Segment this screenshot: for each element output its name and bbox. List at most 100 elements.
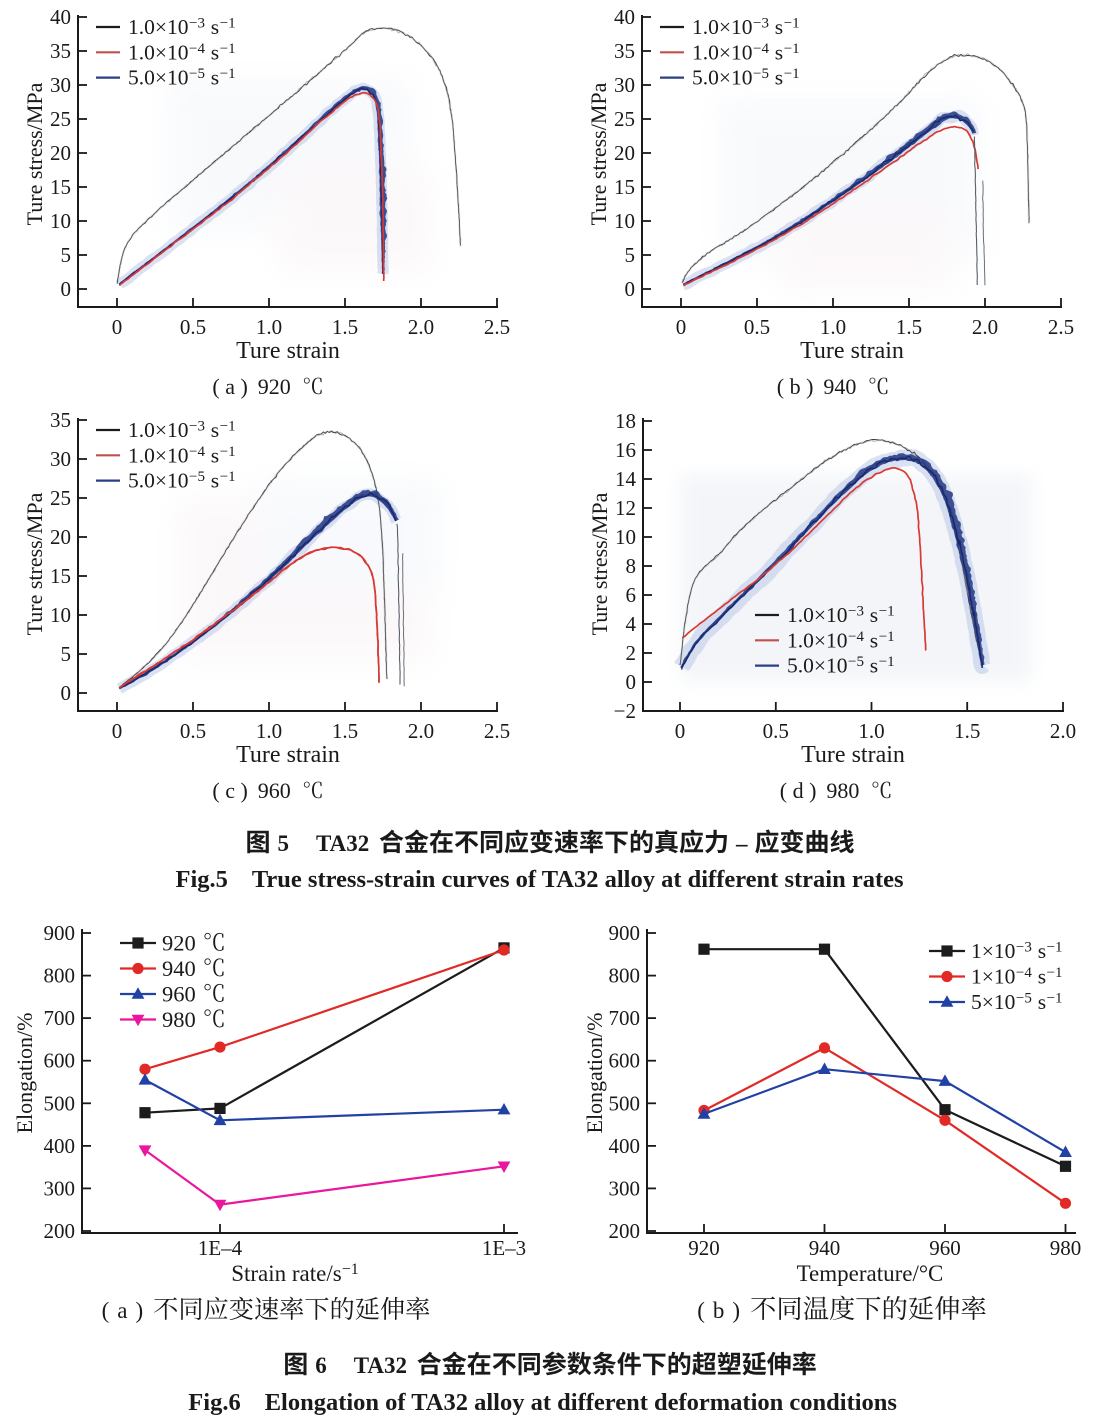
svg-text:b: b [790, 374, 801, 399]
svg-text:(: ( [102, 1298, 110, 1323]
svg-text:5: 5 [625, 243, 636, 267]
svg-text:): ) [806, 374, 813, 399]
svg-text:1.5: 1.5 [896, 315, 922, 339]
svg-text:): ) [241, 374, 248, 399]
svg-text:400: 400 [609, 1134, 641, 1158]
svg-text:900: 900 [44, 921, 76, 945]
svg-text:a: a [117, 1298, 127, 1323]
svg-text:10: 10 [615, 525, 636, 549]
svg-text:−3: −3 [848, 604, 864, 620]
svg-text:TA32: TA32 [354, 1353, 407, 1378]
svg-text:1.0: 1.0 [256, 719, 282, 743]
svg-text:5.0×10: 5.0×10 [787, 654, 848, 678]
svg-text:Ture strain: Ture strain [800, 338, 904, 364]
svg-text:12: 12 [615, 496, 636, 520]
svg-text:1E–3: 1E–3 [482, 1236, 526, 1260]
svg-text:920: 920 [688, 1236, 720, 1260]
svg-text:500: 500 [44, 1091, 76, 1115]
svg-text:940: 940 [809, 1236, 841, 1260]
svg-text:−4: −4 [189, 444, 205, 460]
svg-text:30: 30 [614, 73, 635, 97]
svg-text:s: s [1038, 965, 1046, 989]
svg-text:): ) [136, 1298, 144, 1323]
svg-text:20: 20 [50, 141, 71, 165]
svg-text:1.0×10: 1.0×10 [128, 40, 189, 64]
svg-text:25: 25 [614, 107, 635, 131]
svg-text:−1: −1 [220, 469, 236, 485]
svg-text:980: 980 [162, 1007, 196, 1032]
svg-text:0: 0 [112, 719, 123, 743]
svg-text:16: 16 [615, 438, 636, 462]
svg-text:5: 5 [278, 831, 290, 856]
svg-text:−3: −3 [753, 16, 769, 32]
svg-text:10: 10 [50, 209, 71, 233]
svg-text:900: 900 [609, 921, 641, 945]
svg-text:0.5: 0.5 [744, 315, 770, 339]
svg-text:10: 10 [50, 603, 71, 627]
svg-text:980: 980 [1050, 1236, 1082, 1260]
svg-text:Elongation of TA32 alloy at di: Elongation of TA32 alloy at different de… [265, 1389, 897, 1416]
svg-text:b: b [713, 1298, 725, 1323]
svg-text:–: – [735, 831, 748, 856]
svg-text:20: 20 [50, 525, 71, 549]
svg-text:−5: −5 [1016, 991, 1032, 1007]
svg-text:1.0×10: 1.0×10 [787, 628, 848, 652]
svg-text:2.5: 2.5 [1048, 315, 1074, 339]
svg-text:Strain rate/s: Strain rate/s [231, 1261, 342, 1286]
svg-text:1.0: 1.0 [256, 315, 282, 339]
svg-text:s: s [211, 66, 219, 90]
svg-text:−3: −3 [189, 16, 205, 32]
svg-text:300: 300 [44, 1176, 76, 1200]
svg-text:1.0×10: 1.0×10 [692, 40, 753, 64]
svg-text:−2: −2 [614, 699, 636, 723]
svg-text:0.5: 0.5 [180, 315, 206, 339]
svg-text:s: s [775, 66, 783, 90]
svg-text:−1: −1 [1047, 991, 1063, 1007]
svg-text:(: ( [777, 374, 784, 399]
svg-text:1.0×10: 1.0×10 [128, 15, 189, 39]
svg-text:s: s [870, 603, 878, 627]
svg-text:40: 40 [614, 5, 635, 29]
svg-text:−1: −1 [220, 66, 236, 82]
svg-text:1.0×10: 1.0×10 [128, 418, 189, 442]
svg-text:−1: −1 [879, 629, 895, 645]
svg-text:−1: −1 [784, 41, 800, 57]
svg-text:18: 18 [615, 409, 636, 433]
svg-text:c: c [225, 778, 235, 803]
svg-text:(: ( [212, 778, 219, 803]
svg-text:980: 980 [826, 778, 859, 803]
svg-text:2.0: 2.0 [408, 719, 434, 743]
svg-text:300: 300 [609, 1176, 641, 1200]
svg-text:5.0×10: 5.0×10 [128, 469, 189, 493]
svg-text:600: 600 [609, 1049, 641, 1073]
svg-text:−1: −1 [342, 1261, 359, 1278]
svg-text:20: 20 [614, 141, 635, 165]
svg-text:0.5: 0.5 [763, 719, 789, 743]
svg-text:15: 15 [614, 175, 635, 199]
svg-text:a: a [225, 374, 235, 399]
svg-text:800: 800 [609, 964, 641, 988]
svg-text:0: 0 [626, 670, 637, 694]
svg-text:5.0×10: 5.0×10 [692, 66, 753, 90]
svg-text:Ture strain: Ture strain [236, 742, 340, 768]
svg-text:s: s [211, 443, 219, 467]
svg-text:940: 940 [823, 374, 856, 399]
svg-text:940: 940 [162, 956, 196, 981]
svg-text:35: 35 [614, 39, 635, 63]
svg-text:1.0×10: 1.0×10 [692, 15, 753, 39]
svg-text:s: s [211, 418, 219, 442]
svg-text:5: 5 [61, 642, 72, 666]
svg-text:s: s [775, 15, 783, 39]
svg-text:Temperature/°C: Temperature/°C [797, 1261, 944, 1286]
svg-text:35: 35 [50, 39, 71, 63]
svg-text:1.0×10: 1.0×10 [787, 603, 848, 627]
svg-text:−1: −1 [220, 419, 236, 435]
svg-text:−1: −1 [220, 16, 236, 32]
svg-text:700: 700 [44, 1006, 76, 1030]
svg-text:4: 4 [626, 612, 637, 636]
svg-text:15: 15 [50, 564, 71, 588]
svg-text:0: 0 [676, 315, 687, 339]
svg-text:1×10: 1×10 [971, 965, 1015, 989]
svg-text:−4: −4 [1016, 965, 1032, 981]
svg-text:0: 0 [61, 681, 72, 705]
